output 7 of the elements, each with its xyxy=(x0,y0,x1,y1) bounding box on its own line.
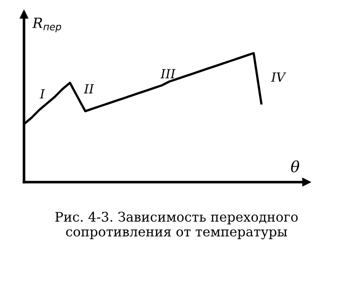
annotation: II xyxy=(84,84,94,94)
x-axis-title: θ xyxy=(291,160,300,172)
text: Рис. 4-3. Зависимость переходного сопротивления от температуры xyxy=(55,212,298,240)
y-axis-title: R$_{пер}$ xyxy=(32,18,62,32)
annotation: III xyxy=(160,69,176,78)
annotation: I xyxy=(40,89,46,98)
text: IV xyxy=(270,72,286,82)
